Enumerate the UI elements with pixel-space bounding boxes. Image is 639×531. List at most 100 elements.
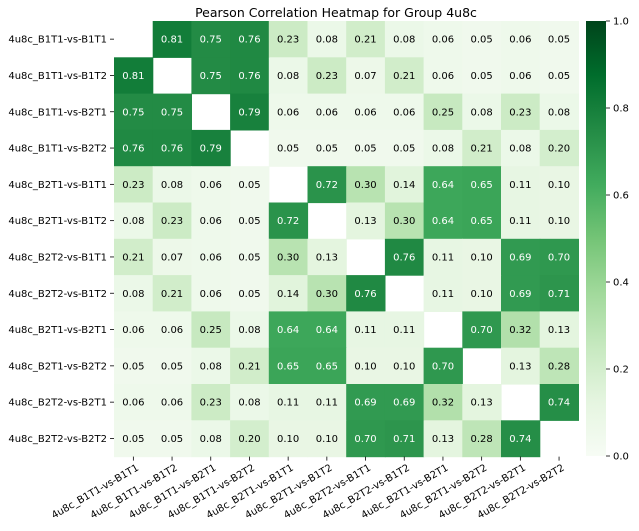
heatmap-cell: [152, 347, 192, 385]
heatmap-cell: [307, 57, 347, 95]
cell-value-label: 0.06: [393, 107, 415, 118]
heatmap-cell: [114, 57, 154, 95]
heatmap-cell: [191, 238, 231, 276]
cell-value-label: 0.23: [277, 35, 299, 46]
heatmap-cell: [191, 166, 231, 204]
cell-value-label: 0.05: [161, 434, 183, 445]
cell-value-label: 0.23: [316, 71, 338, 82]
heatmap-cell: [307, 384, 347, 421]
cell-value-label: 0.05: [548, 71, 570, 82]
cell-value-label: 0.13: [316, 252, 338, 263]
cell-value-label: 0.08: [161, 180, 183, 191]
cell-value-label: 0.72: [316, 180, 338, 191]
cell-value-label: 0.06: [122, 325, 144, 336]
heatmap-cell: [539, 129, 579, 167]
cell-value-label: 0.13: [548, 325, 570, 336]
cell-value-label: 0.65: [471, 180, 493, 191]
heatmap-cell: [462, 57, 502, 95]
colorbar-tick-label: 1.0: [613, 17, 629, 28]
heatmap-cell: [423, 129, 463, 167]
cell-value-label: 0.05: [238, 180, 260, 191]
cell-value-label: 0.05: [277, 144, 299, 155]
cell-value-label: 0.06: [277, 107, 299, 118]
cell-value-label: 0.69: [509, 252, 531, 263]
heatmap-cell: [191, 311, 231, 349]
cell-value-label: 0.08: [200, 361, 222, 372]
cell-value-label: 0.05: [354, 144, 376, 155]
cell-value-label: 0.05: [548, 35, 570, 46]
heatmap-cell: [152, 384, 192, 421]
cell-value-label: 0.75: [200, 71, 222, 82]
heatmap-cell: [114, 420, 154, 458]
cell-value-label: 0.05: [471, 35, 493, 46]
cell-value-label: 0.79: [200, 144, 222, 155]
cell-value-label: 0.23: [161, 216, 183, 227]
heatmap-cell: [307, 238, 347, 276]
cell-value-label: 0.06: [161, 325, 183, 336]
cell-value-label: 0.74: [548, 398, 570, 409]
heatmap-cell: [384, 93, 425, 131]
heatmap-cell: [539, 57, 579, 95]
heatmap-cell: [501, 238, 541, 276]
cell-value-label: 0.21: [238, 361, 260, 372]
cell-value-label: 0.11: [393, 325, 415, 336]
cell-value-label: 0.11: [432, 289, 454, 300]
cell-value-label: 0.08: [122, 289, 144, 300]
heatmap-cell: [462, 275, 502, 312]
heatmap-cell: [307, 420, 347, 458]
row-tick-labels: 4u8c_B1T1-vs-B1T1 4u8c_B1T1-vs-B1T2 4u8c_B…: [8, 35, 114, 445]
heatmap-cell: [462, 202, 502, 240]
cell-value-label: 0.69: [393, 398, 415, 409]
heatmap-cell: [191, 275, 231, 312]
heatmap-cell: [346, 166, 386, 204]
cell-value-label: 0.69: [509, 289, 531, 300]
heatmap-cell: [423, 420, 463, 458]
cell-value-label: 0.79: [238, 107, 260, 118]
cell-value-label: 0.11: [354, 325, 376, 336]
heatmap-cell: [191, 129, 231, 167]
colorbar-tick-label: 0.0: [613, 452, 629, 463]
cell-value-label: 0.28: [471, 434, 493, 445]
cell-value-label: 0.28: [548, 361, 570, 372]
heatmap-cell: [114, 275, 154, 312]
heatmap-cell: [384, 166, 425, 204]
row-tick-label: 4u8c_B2T2-vs-B2T2: [8, 434, 107, 445]
cell-value-label: 0.06: [200, 252, 222, 263]
heatmap-cell: [539, 21, 579, 58]
heatmap-cell: [114, 384, 154, 421]
heatmap-cell: [230, 93, 270, 131]
cell-value-label: 0.71: [393, 434, 415, 445]
cell-value-label: 0.72: [277, 216, 299, 227]
cell-value-label: 0.10: [277, 434, 299, 445]
heatmap-cell: [307, 21, 347, 58]
heatmap-cell: [114, 347, 154, 385]
heatmap-cell: [462, 238, 502, 276]
heatmap-cell: [384, 129, 425, 167]
colorbar-tick-label: 0.8: [613, 104, 629, 115]
colorbar-tick-label: 0.4: [613, 278, 629, 289]
cell-value-label: 0.81: [122, 71, 144, 82]
cell-value-label: 0.20: [548, 144, 570, 155]
cell-value-label: 0.70: [432, 361, 454, 372]
heatmap-cell: [346, 347, 386, 385]
cell-value-label: 0.13: [432, 434, 454, 445]
cell-value-label: 0.06: [432, 35, 454, 46]
heatmap-cell: [152, 202, 192, 240]
colorbar: [586, 21, 606, 456]
heatmap-cell: [384, 238, 425, 276]
cell-value-label: 0.06: [122, 398, 144, 409]
heatmap-cell: [268, 347, 309, 385]
cell-value-label: 0.76: [122, 144, 144, 155]
heatmap-cell: [462, 166, 502, 204]
cell-value-label: 0.06: [316, 107, 338, 118]
row-tick-label: 4u8c_B2T1-vs-B2T2: [8, 361, 107, 372]
heatmap-cell: [191, 347, 231, 385]
chart-title: Pearson Correlation Heatmap for Group 4u…: [195, 5, 477, 20]
heatmap-cell: [307, 93, 347, 131]
cell-value-label: 0.25: [200, 325, 222, 336]
cell-value-label: 0.64: [277, 325, 299, 336]
heatmap-cell: [346, 93, 386, 131]
cell-value-label: 0.05: [471, 71, 493, 82]
cell-value-label: 0.08: [200, 434, 222, 445]
